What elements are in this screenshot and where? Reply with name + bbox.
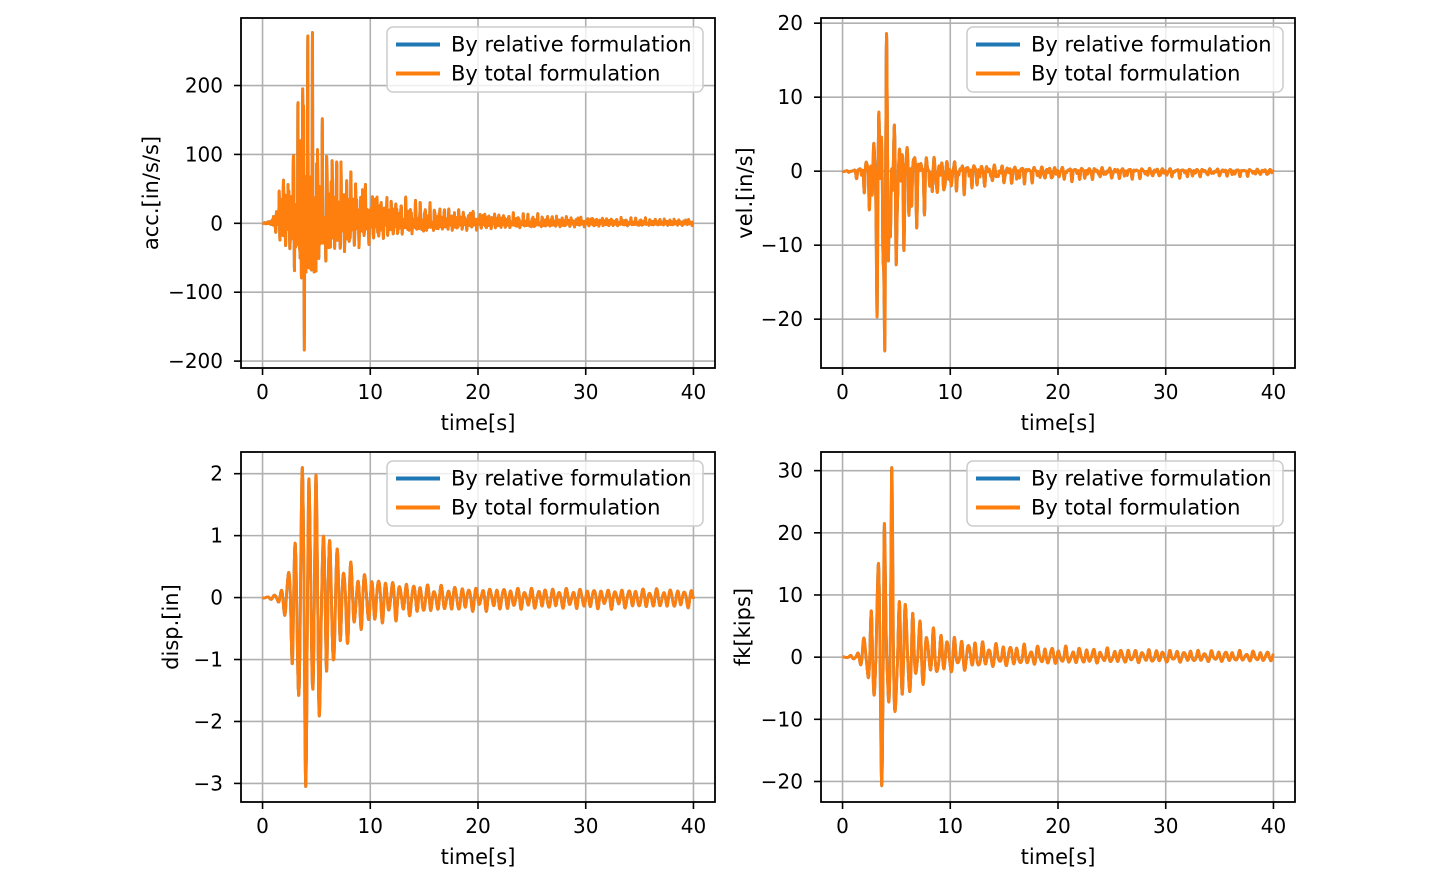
y-tick-label: 200: [185, 74, 223, 98]
legend-box: [966, 26, 1284, 93]
y-tick-label: −20: [761, 307, 803, 331]
y-tick-label: 10: [778, 85, 803, 109]
x-tick-label: 10: [938, 380, 963, 404]
x-tick-label: 30: [1153, 814, 1178, 838]
x-tick-label: 0: [256, 814, 269, 838]
legend: By relative formulation By total formulat…: [386, 26, 704, 93]
x-tick-label: 30: [573, 380, 598, 404]
chart-spring-force: 0 10 20 30 40 −20 −10 0 10 20 30 time[s] fk[kips] By …: [731, 451, 1296, 869]
y-tick-label: 30: [778, 459, 803, 483]
axis-ticks: 0 10 20 30 40 −3 −2 −1 0 1 2: [194, 462, 707, 838]
y-tick-label: 100: [185, 142, 223, 166]
legend-entry-label: By total formulation: [451, 62, 660, 86]
axis-ticks: 0 10 20 30 40 −20 −10 0 10 20 30: [761, 459, 1286, 838]
series-lines: [841, 466, 1275, 788]
chart-displacement: 0 10 20 30 40 −3 −2 −1 0 1 2 time[s] disp.[in] By rel…: [159, 451, 716, 869]
y-tick-label: −10: [761, 707, 803, 731]
chart-acceleration: 0 10 20 30 40 −200 −100 0 100 200 time[s] acc.[in/s…: [139, 17, 716, 435]
legend-entry-label: By relative formulation: [451, 467, 692, 491]
y-tick-label: 0: [790, 645, 803, 669]
axis-ticks: 0 10 20 30 40 −20 −10 0 10 20: [761, 11, 1286, 404]
x-tick-label: 20: [465, 380, 490, 404]
y-tick-label: 20: [778, 11, 803, 35]
y-tick-label: −200: [168, 349, 223, 373]
y-tick-label: 1: [210, 524, 223, 548]
series-total-formulation: [841, 32, 1275, 353]
y-tick-label: 2: [210, 462, 223, 486]
y-tick-label: 0: [790, 159, 803, 183]
y-tick-label: −10: [761, 233, 803, 257]
legend-entry-label: By total formulation: [451, 496, 660, 520]
x-tick-label: 10: [358, 380, 383, 404]
x-tick-label: 30: [1153, 380, 1178, 404]
legend-box: [966, 460, 1284, 527]
series-lines: [841, 32, 1275, 353]
y-tick-label: −20: [761, 769, 803, 793]
series-lines: [261, 31, 695, 352]
x-tick-label: 40: [681, 380, 706, 404]
y-tick-label: 0: [210, 211, 223, 235]
legend-entry-label: By total formulation: [1031, 62, 1240, 86]
series-total-formulation: [261, 31, 695, 352]
series-lines: [261, 466, 695, 788]
y-tick-label: −1: [194, 648, 223, 672]
y-tick-label: −3: [194, 771, 223, 795]
axis-ticks: 0 10 20 30 40 −200 −100 0 100 200: [168, 74, 706, 404]
x-axis-label: time[s]: [1021, 411, 1096, 435]
series-total-formulation: [261, 466, 695, 788]
y-tick-label: 0: [210, 586, 223, 610]
x-tick-label: 40: [681, 814, 706, 838]
legend-entry-label: By relative formulation: [1031, 33, 1272, 57]
y-tick-label: −2: [194, 709, 223, 733]
x-axis-label: time[s]: [441, 411, 516, 435]
x-tick-label: 40: [1261, 814, 1286, 838]
y-tick-label: −100: [168, 280, 223, 304]
y-axis-label: fk[kips]: [731, 588, 755, 666]
legend-entry-label: By relative formulation: [451, 33, 692, 57]
series-total-formulation: [841, 466, 1275, 788]
y-tick-label: 10: [778, 583, 803, 607]
legend-entry-label: By total formulation: [1031, 496, 1240, 520]
y-tick-label: 20: [778, 521, 803, 545]
x-tick-label: 0: [256, 380, 269, 404]
y-axis-label: acc.[in/s/s]: [139, 136, 163, 250]
x-tick-label: 0: [836, 380, 849, 404]
legend-entry-label: By relative formulation: [1031, 467, 1272, 491]
legend-box: [386, 460, 704, 527]
x-tick-label: 40: [1261, 380, 1286, 404]
x-tick-label: 10: [938, 814, 963, 838]
x-tick-label: 20: [1045, 380, 1070, 404]
legend: By relative formulation By total formulat…: [966, 460, 1284, 527]
y-axis-label: vel.[in/s]: [733, 147, 757, 238]
x-tick-label: 20: [1045, 814, 1070, 838]
legend: By relative formulation By total formulat…: [386, 460, 704, 527]
x-tick-label: 0: [836, 814, 849, 838]
x-tick-label: 10: [358, 814, 383, 838]
x-axis-label: time[s]: [441, 845, 516, 869]
x-tick-label: 20: [465, 814, 490, 838]
chart-velocity: 0 10 20 30 40 −20 −10 0 10 20 time[s] vel.[in/s] By …: [733, 11, 1296, 435]
x-axis-label: time[s]: [1021, 845, 1096, 869]
x-tick-label: 30: [573, 814, 598, 838]
legend-box: [386, 26, 704, 93]
legend: By relative formulation By total formulat…: [966, 26, 1284, 93]
y-axis-label: disp.[in]: [159, 584, 183, 670]
